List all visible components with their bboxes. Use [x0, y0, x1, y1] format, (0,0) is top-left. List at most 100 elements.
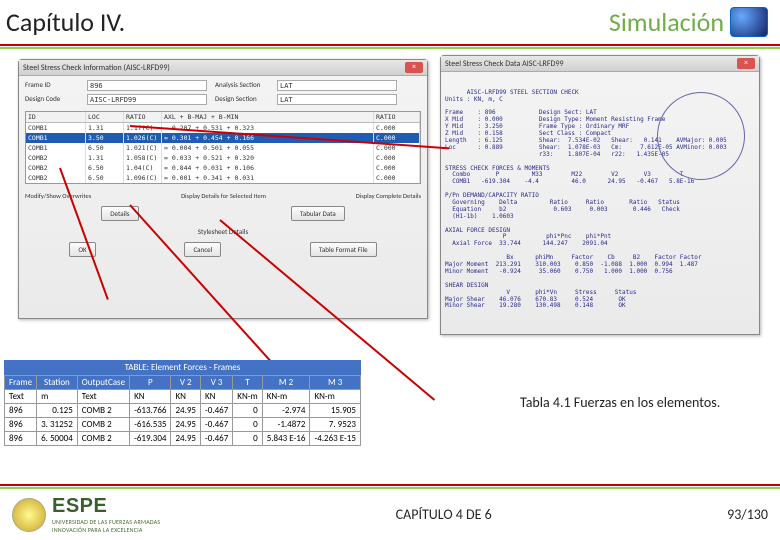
unit-cell: KN-m: [262, 390, 310, 404]
col-header: T: [233, 376, 262, 390]
table-cell: 7. 9523: [310, 418, 360, 432]
unit-cell: KN: [171, 390, 201, 404]
analysis-section-label: Analysis Section: [215, 80, 269, 91]
grid-cell: C.000: [374, 153, 420, 163]
grid-row[interactable]: COMB26.501.04(C)= 0.844 + 0.031 + 0.106C…: [26, 163, 420, 173]
grid-cell: = 0.033 + 0.521 + 0.320: [162, 153, 374, 163]
logo-sub-2: INNOVACIÓN PARA LA EXCELENCIA: [52, 526, 160, 534]
table-cell: -613.766: [130, 404, 171, 418]
espe-emblem-icon: [12, 498, 46, 532]
col-header: Station: [37, 376, 78, 390]
col-header: M 2: [262, 376, 310, 390]
table-cell: 896: [5, 418, 37, 432]
stylesheet-details-label: Stylesheet Details: [198, 227, 248, 236]
frame-id-value: 896: [87, 80, 207, 91]
chapter-title: Capítulo IV.: [6, 6, 125, 38]
grid-cell: 3.50: [86, 133, 124, 143]
design-code-value: AISC-LRFD99: [87, 94, 207, 105]
grid-row[interactable]: COMB26.501.096(C)= 0.001 + 0.341 + 0.031…: [26, 173, 420, 183]
grid-cell: 6.50: [86, 143, 124, 153]
table-cell: 24.95: [171, 432, 201, 446]
table-caption: Tabla 4.1 Fuerzas en los elementos.: [520, 394, 720, 411]
table-cell: -0.467: [201, 418, 233, 432]
section-diagram: [657, 92, 745, 180]
win2-title: Steel Stress Check Data AISC-LRFD99: [445, 59, 564, 69]
table-cell: 0: [233, 404, 262, 418]
logo-sub-1: UNIVERSIDAD DE LAS FUERZAS ARMADAS: [52, 518, 160, 526]
unit-cell: KN-m: [233, 390, 262, 404]
table-cell: -616.535: [130, 418, 171, 432]
close-icon[interactable]: ×: [737, 58, 755, 69]
logo-text: ESPE: [52, 495, 160, 518]
table-cell: 15.905: [310, 404, 360, 418]
grid-cell: COMB2: [26, 173, 86, 183]
design-section-value: LAT: [277, 94, 397, 105]
table-format-button[interactable]: Table Format File: [310, 242, 377, 257]
table-cell: -1.4872: [262, 418, 310, 432]
grid-cell: COMB2: [26, 153, 86, 163]
grid-cell: 1.021(C): [124, 143, 162, 153]
grid-row[interactable]: COMB21.311.058(C)= 0.033 + 0.521 + 0.320…: [26, 153, 420, 163]
footer-chapter: CAPÍTULO 4 DE 6: [396, 506, 492, 523]
table-cell: -4.263 E-15: [310, 432, 360, 446]
unit-cell: KN: [201, 390, 233, 404]
unit-cell: Text: [5, 390, 37, 404]
grid-cell: 1.31: [86, 153, 124, 163]
table-cell: -0.467: [201, 432, 233, 446]
grid-cell: = 0.004 + 0.501 + 0.055: [162, 143, 374, 153]
stress-check-info-window: Steel Stress Check Information (AISC-LRF…: [18, 59, 428, 319]
unit-cell: m: [37, 390, 78, 404]
design-code-label: Design Code: [25, 94, 79, 105]
forces-table-title: TABLE: Element Forces - Frames: [4, 360, 361, 375]
espe-logo: ESPE UNIVERSIDAD DE LAS FUERZAS ARMADAS …: [12, 495, 160, 534]
grid-cell: C.000: [374, 123, 420, 133]
col-header: OutputCase: [77, 376, 129, 390]
grid-cell: 1.026(C): [124, 133, 162, 143]
unit-cell: KN: [130, 390, 171, 404]
grid-cell: C.000: [374, 173, 420, 183]
table-cell: 896: [5, 404, 37, 418]
unit-cell: KN-m: [310, 390, 360, 404]
forces-table: FrameStationOutputCasePV 2V 3TM 2M 3 Tex…: [4, 375, 361, 446]
page-subject: Simulación: [609, 6, 724, 38]
table-cell: 0.125: [37, 404, 78, 418]
grid-col-eqn: AXL + B-MAJ + B-MIN: [162, 112, 374, 122]
grid-col-loc: LOC: [86, 112, 124, 122]
grid-row[interactable]: COMB16.501.021(C)= 0.004 + 0.501 + 0.055…: [26, 143, 420, 153]
grid-col-id: ID: [26, 112, 86, 122]
close-icon[interactable]: ×: [405, 62, 423, 73]
cancel-button[interactable]: Cancel: [184, 242, 221, 257]
header-3d-icon: [730, 7, 768, 37]
table-cell: 0: [233, 418, 262, 432]
table-cell: -619.304: [130, 432, 171, 446]
col-header: M 3: [310, 376, 360, 390]
table-cell: COMB 2: [77, 432, 129, 446]
win1-title: Steel Stress Check Information (AISC-LRF…: [23, 63, 170, 73]
stress-check-data-window: Steel Stress Check Data AISC-LRFD99 × AI…: [440, 55, 760, 335]
table-cell: 5.843 E-16: [262, 432, 310, 446]
grid-cell: 6.50: [86, 173, 124, 183]
frame-id-label: Frame ID: [25, 80, 79, 91]
grid-cell: = 0.001 + 0.341 + 0.031: [162, 173, 374, 183]
table-cell: 6. 50004: [37, 432, 78, 446]
table-cell: COMB 2: [77, 404, 129, 418]
col-header: V 2: [171, 376, 201, 390]
grid-cell: 6.50: [86, 163, 124, 173]
table-cell: COMB 2: [77, 418, 129, 432]
grid-cell: C.000: [374, 133, 420, 143]
modify-overwrites-label: Modify/Show Overwrites: [25, 192, 91, 200]
tabular-data-button[interactable]: Tabular Data: [291, 206, 345, 221]
grid-cell: = 0.844 + 0.031 + 0.106: [162, 163, 374, 173]
table-cell: 3. 31252: [37, 418, 78, 432]
grid-cell: 1.058(C): [124, 153, 162, 163]
display-complete-label: Display Complete Details: [356, 192, 421, 200]
col-header: P: [130, 376, 171, 390]
table-row: 8963. 31252COMB 2-616.53524.95-0.4670-1.…: [5, 418, 361, 432]
grid-col-ratio2: RATIO: [374, 112, 420, 122]
col-header: Frame: [5, 376, 37, 390]
analysis-section-value: LAT: [277, 80, 397, 91]
table-row: 8960.125COMB 2-613.76624.95-0.4670-2.974…: [5, 404, 361, 418]
design-section-label: Design Section: [215, 94, 269, 105]
grid-cell: 1.096(C): [124, 173, 162, 183]
table-cell: 24.95: [171, 418, 201, 432]
